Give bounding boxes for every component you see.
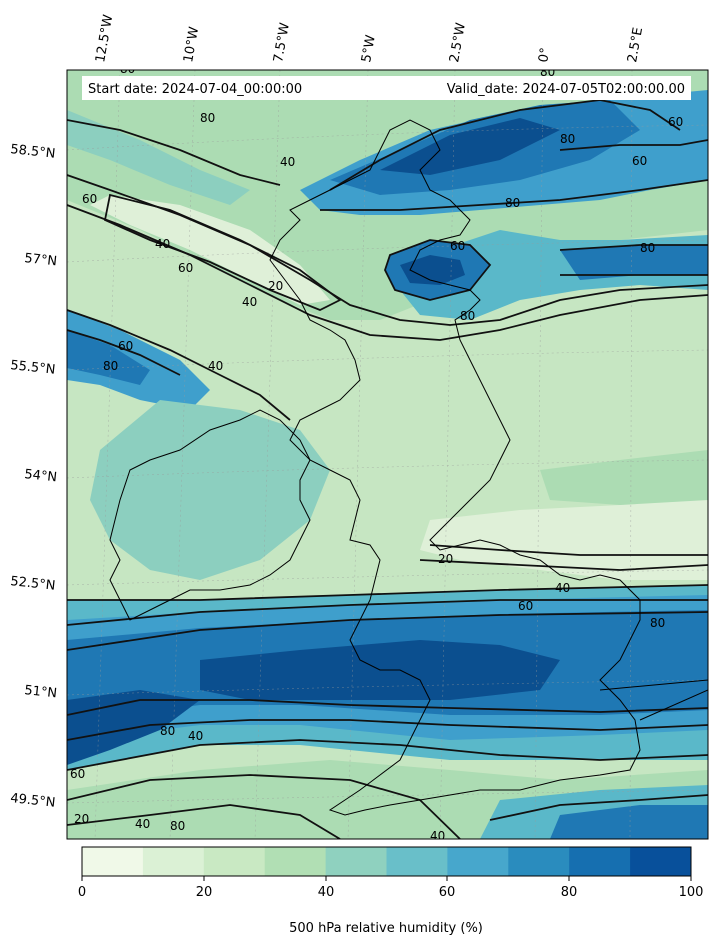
contour-label: 80 (460, 309, 475, 323)
colorbar-bin (569, 847, 631, 876)
colorbar-bin (203, 847, 266, 876)
contour-label: 60 (70, 767, 85, 781)
humidity-field-ireland (90, 400, 330, 580)
contour-label: 60 (632, 154, 647, 168)
humidity-field-west-blue (67, 310, 210, 410)
humidity-field-north-max (380, 118, 560, 175)
lon-label: 12.5°W (93, 13, 116, 63)
contour-label: 80 (505, 196, 520, 210)
colorbar-bin (325, 847, 387, 876)
colorbar-bin (386, 847, 448, 876)
contour-label: 40 (242, 295, 257, 309)
contour-label: 40 (430, 829, 445, 843)
contour-label: 40 (155, 237, 170, 251)
map-frame (66, 69, 709, 840)
contour-label: 80 (640, 241, 655, 255)
coastline (109, 119, 708, 816)
colorbar-ticks: 0 20 40 60 80 100 (78, 876, 704, 900)
contour-label: 60 (178, 261, 193, 275)
colorbar-bin (447, 847, 509, 876)
contour-label: 60 (118, 339, 133, 353)
lon-label: 10°W (181, 26, 202, 64)
header-box (82, 76, 691, 100)
contour-label: 80 (160, 724, 175, 738)
contour-label: 80 (540, 65, 555, 79)
contour-label: 60 (450, 239, 465, 253)
lon-label: 5°W (359, 34, 379, 64)
colorbar-tick-label: 40 (318, 885, 335, 900)
contour-label: 80 (200, 111, 215, 125)
valid-date-label: Valid_date: 2024-07-05T02:00:00.00 (447, 82, 685, 97)
colorbar-frame (81, 846, 692, 877)
colorbar-tick-label: 0 (78, 885, 86, 900)
colorbar-tick-label: 20 (196, 885, 213, 900)
humidity-field-east-band (540, 450, 708, 505)
humidity-field-west-darkblue (67, 330, 150, 385)
lat-label: 55.5°N (10, 358, 56, 378)
contour-label: 40 (188, 729, 203, 743)
contour-label: 80 (103, 359, 118, 373)
lat-label: 49.5°N (10, 791, 56, 811)
humidity-field-east-dry (420, 495, 708, 580)
contour-label: 80 (120, 62, 135, 76)
contour-label: 20 (268, 279, 283, 293)
lon-label: 7.5°W (271, 22, 293, 64)
longitude-labels: 12.5°W 10°W 7.5°W 5°W 2.5°W 0° 2.5°E (93, 13, 646, 63)
colorbar-tick-label: 60 (439, 885, 456, 900)
colorbar-tick-label: 80 (561, 885, 578, 900)
start-date-label: Start date: 2024-07-04_00:00:00 (88, 82, 302, 97)
humidity-field-dry-tongue (90, 195, 330, 305)
contour-label: 60 (518, 599, 533, 613)
lat-label: 51°N (24, 683, 58, 701)
contour-label: 40 (208, 359, 223, 373)
colorbar-bin (142, 847, 205, 876)
colorbar-bin (264, 847, 327, 876)
humidity-field-nw-band (67, 110, 250, 205)
latitude-labels: 58.5°N 57°N 55.5°N 54°N 52.5°N 51°N 49.5… (10, 142, 58, 811)
colorbar (82, 847, 692, 876)
contour-label: 20 (74, 812, 89, 826)
contour-label: 40 (135, 817, 150, 831)
colorbar-bin (82, 847, 144, 876)
colorbar-bin (508, 847, 570, 876)
lat-label: 52.5°N (10, 574, 56, 594)
contour-lines (67, 99, 708, 839)
contour-label: 20 (438, 552, 453, 566)
lon-label: 0° (536, 47, 553, 64)
lon-label: 2.5°W (447, 22, 469, 64)
map-panel: 80 80 80 80 80 80 80 80 80 80 80 60 60 6… (67, 62, 708, 843)
colorbar-tick-label: 100 (679, 885, 704, 900)
lat-label: 57°N (24, 251, 58, 269)
contour-label: 40 (280, 155, 295, 169)
contour-label: 80 (170, 819, 185, 833)
graticule (67, 70, 708, 839)
colorbar-title: 500 hPa relative humidity (%) (289, 921, 483, 936)
contour-label: 80 (650, 616, 665, 630)
lon-label: 2.5°E (625, 26, 646, 63)
humidity-field-northsea-core (560, 245, 708, 280)
lat-label: 58.5°N (10, 142, 56, 162)
contour-label: 60 (668, 115, 683, 129)
colorbar-bin (630, 847, 692, 876)
contour-label-group: 80 80 80 80 80 80 80 80 80 80 80 60 60 6… (70, 62, 683, 843)
lat-label: 54°N (24, 467, 58, 485)
contour-label: 80 (560, 132, 575, 146)
humidity-field-moray-max (400, 255, 465, 285)
humidity-field-se-darkblue (550, 805, 708, 839)
contour-label: 40 (555, 581, 570, 595)
contour-label: 60 (82, 192, 97, 206)
